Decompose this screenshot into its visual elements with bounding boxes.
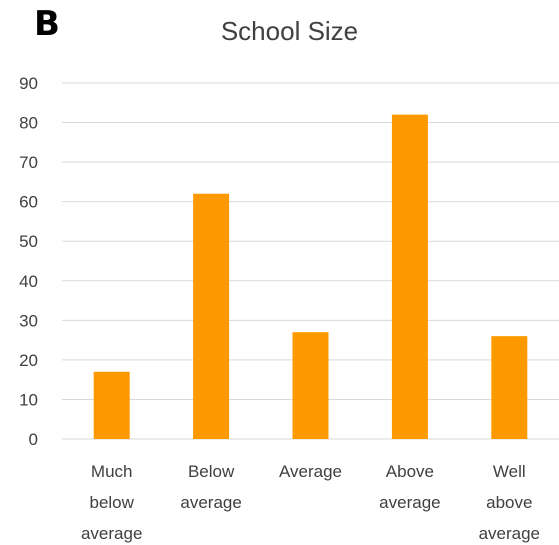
x-tick-label-line: Average xyxy=(279,462,342,481)
x-tick-label-line: average xyxy=(81,524,142,543)
x-tick-label-line: above xyxy=(486,493,532,512)
bar xyxy=(193,193,230,439)
x-tick-label-line: Much xyxy=(91,462,133,481)
y-tick-label: 70 xyxy=(19,153,38,172)
x-tick-label-line: average xyxy=(479,524,540,543)
y-tick-label: 20 xyxy=(19,351,38,370)
x-tick-label-line: average xyxy=(379,493,440,512)
y-tick-label: 50 xyxy=(19,232,38,251)
y-tick-label: 40 xyxy=(19,272,38,291)
bar xyxy=(292,332,329,439)
x-tick-label-line: Above xyxy=(386,462,434,481)
x-tick-label: Average xyxy=(279,462,342,481)
chart-title: School Size xyxy=(220,16,359,46)
x-tick-label-line: Below xyxy=(188,462,235,481)
x-tick-label: Well above average xyxy=(479,462,540,543)
x-tick-label: Much below average xyxy=(81,462,142,543)
y-tick-label: 60 xyxy=(19,193,38,212)
bar xyxy=(391,114,428,440)
x-tick-label: Below average xyxy=(180,462,241,512)
y-tick-label: 30 xyxy=(19,311,38,330)
y-tick-label: 80 xyxy=(19,114,38,133)
x-tick-label: Above average xyxy=(379,462,440,512)
x-tick-label-line: Well xyxy=(493,462,526,481)
panel-label: B xyxy=(34,4,60,44)
x-tick-label-line: below xyxy=(89,493,134,512)
bar xyxy=(491,336,528,439)
x-tick-label-line: average xyxy=(180,493,241,512)
y-tick-label: 10 xyxy=(19,390,38,409)
y-tick-label: 90 xyxy=(19,74,38,93)
y-tick-label: 0 xyxy=(29,430,38,449)
bar xyxy=(93,371,130,439)
